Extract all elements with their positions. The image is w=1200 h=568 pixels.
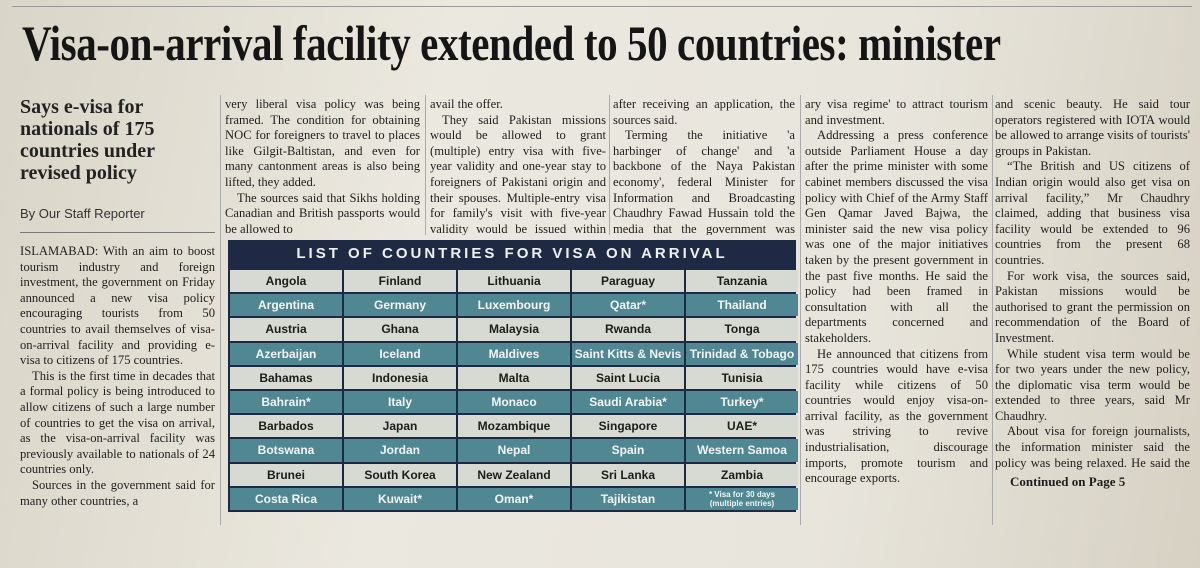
- column-rule: [220, 95, 221, 525]
- country-cell: Maldives: [458, 342, 570, 365]
- table-title: LIST OF COUNTRIES FOR VISA ON ARRIVAL: [296, 245, 728, 262]
- country-cell: Turkey*: [686, 391, 798, 414]
- country-cell: Barbados: [230, 415, 342, 438]
- paragraph: very liberal visa policy was being frame…: [225, 97, 420, 189]
- country-cell: Lithuania: [458, 270, 570, 293]
- country-cell: Sri Lanka: [572, 463, 684, 486]
- paragraph: ary visa regime' to attract tourism and …: [805, 97, 988, 127]
- country-cell: Angola: [230, 270, 342, 293]
- country-cell: Luxembourg: [458, 294, 570, 317]
- country-cell: Oman*: [458, 487, 570, 510]
- paragraph: While student visa term would be for two…: [995, 346, 1190, 423]
- country-cell: UAE*: [686, 415, 798, 438]
- country-cell: Saudi Arabia*: [572, 391, 684, 414]
- country-cell: Rwanda: [572, 318, 684, 341]
- country-cell: Saint Kitts & Nevis: [572, 342, 684, 365]
- country-cell: Zambia: [686, 463, 798, 486]
- country-cell: Mozambique: [458, 415, 570, 438]
- paragraph: avail the offer.: [430, 97, 503, 111]
- country-cell: Costa Rica: [230, 487, 342, 510]
- paragraph: He announced that citizens from 175 coun…: [805, 346, 988, 486]
- country-cell: Paraguay: [572, 270, 684, 293]
- paragraph: About visa for foreign journalists, the …: [995, 424, 1190, 470]
- continued-note: Continued on Page 5: [1010, 474, 1126, 489]
- text-column: ISLAMABAD: With an aim to boost tourism …: [20, 244, 215, 528]
- country-cell: Thailand: [686, 294, 798, 317]
- country-cell: Trinidad & Tobago: [686, 342, 798, 365]
- country-cell: Italy: [344, 391, 456, 414]
- paragraph: Sources in the government said for many …: [20, 477, 215, 508]
- country-cell: Malaysia: [458, 318, 570, 341]
- country-cell: New Zealand: [458, 463, 570, 486]
- note-line: * Visa for 30 days: [708, 489, 776, 499]
- country-cell: Tunisia: [686, 366, 798, 389]
- paragraph: after receiving an application, the sour…: [613, 97, 795, 127]
- byline-rule: [20, 232, 215, 233]
- country-cell: Botswana: [230, 439, 342, 462]
- note-line: (multiple entries): [709, 498, 775, 508]
- country-cell: Malta: [458, 366, 570, 389]
- country-cell: Western Samoa: [686, 439, 798, 462]
- text-column: ary visa regime' to attract tourism and …: [805, 97, 988, 489]
- country-cell: Saint Lucia: [572, 366, 684, 389]
- text-column: and scenic beauty. He said tour operator…: [995, 97, 1190, 471]
- paragraph: For work visa, the sources said, Pakista…: [995, 268, 1190, 345]
- country-cell: Singapore: [572, 415, 684, 438]
- paragraph: and scenic beauty. He said tour operator…: [995, 97, 1190, 158]
- paragraph: Addressing a press conference outside Pa…: [805, 128, 988, 345]
- country-cell: Iceland: [344, 342, 456, 365]
- paragraph: They said Pakistan missions would be all…: [430, 112, 606, 235]
- paragraph: This is the first time in decades that a…: [20, 368, 215, 477]
- byline: By Our Staff Reporter: [20, 206, 145, 221]
- text-column: very liberal visa policy was being frame…: [225, 97, 420, 235]
- headline: Visa-on-arrival facility extended to 50 …: [22, 15, 1001, 71]
- column-rule: [992, 95, 993, 525]
- paragraph: The sources said that Sikhs holding Cana…: [225, 190, 420, 235]
- country-cell: Ghana: [344, 318, 456, 341]
- country-cell: Austria: [230, 318, 342, 341]
- country-cell: Indonesia: [344, 366, 456, 389]
- column-rule: [800, 95, 801, 525]
- country-cell: Qatar*: [572, 294, 684, 317]
- country-cell: Argentina: [230, 294, 342, 317]
- paragraph: ISLAMABAD: With an aim to boost tourism …: [20, 244, 215, 368]
- country-cell: Tonga: [686, 318, 798, 341]
- country-cell: Finland: [344, 270, 456, 293]
- column-rule: [425, 95, 426, 235]
- text-column: after receiving an application, the sour…: [613, 97, 795, 235]
- country-cell: Bahrain*: [230, 391, 342, 414]
- country-cell: Bahamas: [230, 366, 342, 389]
- country-cell: Japan: [344, 415, 456, 438]
- country-cell: South Korea: [344, 463, 456, 486]
- country-cell: Monaco: [458, 391, 570, 414]
- country-cell: Spain: [572, 439, 684, 462]
- top-rule: [12, 6, 1192, 7]
- country-cell: Brunei: [230, 463, 342, 486]
- paragraph: Terming the initiative 'a harbinger of c…: [613, 128, 795, 235]
- country-table: LIST OF COUNTRIES FOR VISA ON ARRIVAL An…: [228, 240, 798, 512]
- column-rule: [609, 95, 610, 235]
- paragraph: “The British and US citizens of Indian o…: [995, 159, 1190, 267]
- country-cell: Nepal: [458, 439, 570, 462]
- table-note: * Visa for 30 days (multiple entries): [686, 487, 798, 510]
- country-cell: Kuwait*: [344, 487, 456, 510]
- country-cell: Tajikistan: [572, 487, 684, 510]
- subhead: Says e-visa for nationals of 175 countri…: [20, 96, 155, 184]
- country-cell: Azerbaijan: [230, 342, 342, 365]
- country-cell: Jordan: [344, 439, 456, 462]
- country-cell: Tanzania: [686, 270, 798, 293]
- country-cell: Germany: [344, 294, 456, 317]
- text-column: avail the offer. They said Pakistan missi…: [430, 97, 606, 235]
- paragraph: He said there was great potential to ear…: [805, 487, 988, 489]
